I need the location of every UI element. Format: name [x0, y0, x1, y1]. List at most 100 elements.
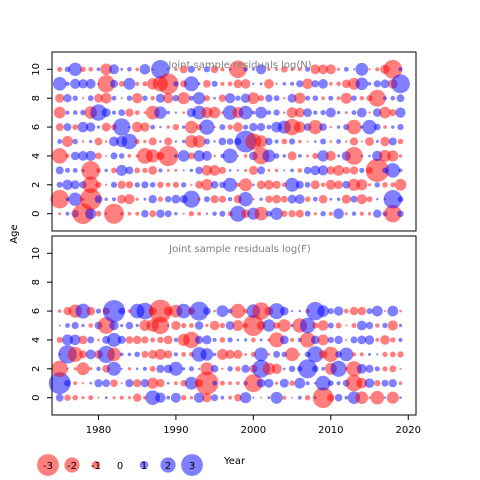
residual-bubble [107, 361, 121, 376]
residual-bubble [188, 211, 195, 217]
panel-title-log-n: Joint sample residuals log(N) [167, 60, 311, 71]
residual-bubble [133, 335, 142, 345]
residual-bubble [265, 94, 273, 102]
residual-bubble [210, 365, 219, 373]
residual-bubble [210, 65, 219, 74]
residual-bubble [77, 121, 89, 133]
residual-bubble [117, 180, 126, 189]
residual-bubble [182, 212, 185, 215]
residual-bubble [288, 365, 296, 372]
residual-bubble [125, 336, 134, 344]
residual-bubble [336, 125, 341, 129]
residual-bubble [159, 125, 162, 129]
residual-bubble [297, 395, 302, 400]
residual-bubble [136, 302, 154, 320]
residual-bubble [281, 210, 288, 217]
residual-bubble [374, 366, 380, 372]
residual-bubble [119, 395, 124, 400]
residual-bubble [365, 137, 374, 146]
residual-bubble [73, 367, 77, 371]
residual-bubble [303, 166, 312, 175]
residual-bubble [107, 332, 121, 347]
residual-bubble [94, 93, 103, 103]
residual-bubble [312, 95, 319, 101]
residual-bubble [85, 349, 96, 360]
residual-bubble [275, 82, 278, 86]
residual-bubble [375, 338, 380, 342]
residual-bubble [135, 323, 139, 328]
residual-bubble [365, 364, 374, 373]
residual-bubble [384, 205, 402, 223]
residual-bubble [203, 307, 211, 315]
residual-bubble [397, 351, 404, 358]
residual-bubble [55, 123, 64, 131]
residual-bubble [201, 165, 213, 176]
legend-year-label: Year [223, 456, 246, 467]
residual-bubble [211, 394, 219, 402]
residual-bubble [339, 347, 354, 362]
residual-bubble [295, 180, 304, 189]
residual-bubble [397, 138, 404, 145]
residual-bubble [367, 183, 372, 187]
residual-bubble [127, 367, 132, 371]
residual-bubble [78, 151, 88, 161]
residual-bubble [193, 150, 205, 162]
residual-bubble [375, 323, 380, 328]
residual-bubble [355, 391, 369, 405]
residual-bubble [131, 121, 143, 133]
residual-bubble [80, 109, 86, 116]
residual-bubble [166, 169, 170, 172]
residual-bubble [379, 149, 391, 162]
legend-label: 2 [165, 461, 171, 472]
residual-bubble [398, 337, 403, 342]
residual-bubble [379, 106, 391, 119]
residual-bubble [117, 194, 127, 204]
residual-bubble [312, 365, 319, 372]
residual-bubble [388, 137, 397, 146]
residual-bubble [135, 211, 140, 216]
residual-bubble [310, 165, 321, 176]
residual-bubble [125, 379, 134, 388]
residual-bubble [88, 67, 93, 72]
y-tick-label: 6 [31, 308, 42, 314]
residual-bubble [141, 350, 149, 358]
legend-label: 0 [117, 461, 123, 472]
residual-bubble [139, 64, 151, 75]
residual-bubble [346, 119, 362, 135]
residual-bubble [202, 393, 212, 403]
residual-bubble [398, 168, 403, 173]
y-tick-label: 2 [31, 182, 42, 188]
residual-bubble [125, 166, 134, 175]
residual-bubble [149, 210, 157, 218]
residual-bubble [340, 92, 352, 104]
residual-bubble [64, 379, 71, 387]
residual-bubble [356, 179, 368, 191]
residual-bubble [327, 394, 335, 402]
residual-bubble [236, 338, 240, 342]
residual-bubble [274, 168, 279, 173]
x-tick-label: 1990 [163, 425, 188, 436]
residual-bubble [203, 138, 210, 145]
residual-bubble [327, 380, 334, 387]
residual-bubble [107, 347, 121, 362]
residual-bubble [100, 92, 112, 104]
residual-bubble [232, 320, 244, 331]
residual-bubble [192, 135, 206, 148]
legend-label: -3 [43, 461, 53, 472]
residual-bubble [140, 379, 150, 388]
residual-bubble [148, 299, 172, 323]
residual-bubble [111, 95, 117, 101]
legend-label: 3 [189, 461, 195, 472]
residual-bubble [142, 366, 147, 371]
y-tick-label: 0 [31, 394, 42, 400]
residual-bubble [382, 182, 388, 188]
residual-bubble [133, 379, 142, 388]
residual-bubble [135, 67, 139, 72]
residual-bubble [225, 321, 235, 330]
residual-bubble [95, 210, 102, 217]
residual-bubble [228, 395, 233, 400]
residual-bubble [166, 110, 170, 115]
residual-bubble [179, 65, 188, 74]
legend-label: -2 [67, 461, 77, 472]
residual-bubble [359, 96, 364, 101]
